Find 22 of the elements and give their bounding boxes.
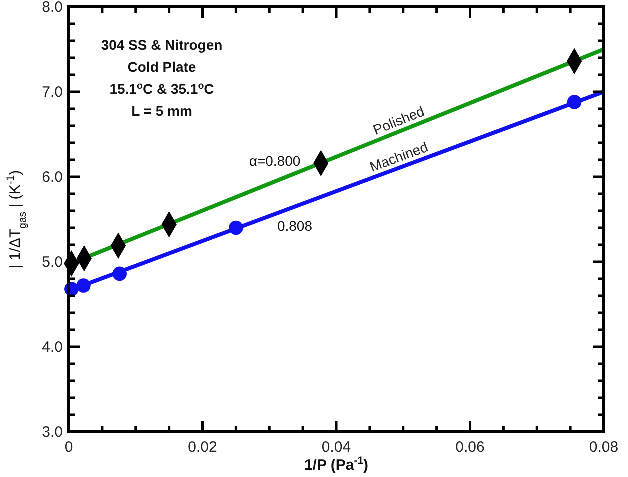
annotation: α=0.800	[249, 153, 301, 169]
point	[112, 266, 127, 282]
y-tick-label: 5.0	[42, 254, 63, 271]
x-tick-label: 0	[64, 439, 74, 456]
x-tick-label: 0.08	[589, 439, 619, 456]
point	[229, 220, 244, 236]
y-tick-label: 7.0	[42, 84, 63, 101]
x-tick-label: 0.04	[322, 439, 352, 456]
point	[567, 95, 582, 110]
x-tick-label: 0.02	[188, 439, 218, 456]
point	[76, 278, 91, 293]
y-tick-label: 3.0	[42, 424, 63, 441]
annotation: 15.1$^{o}$C & 35.1$^{o}$C	[110, 80, 214, 97]
x-axis-title: 1/P (Pa$^{-1}$)	[304, 455, 369, 474]
y-tick-label: 6.0	[42, 169, 63, 186]
x-tick-label: 0.06	[456, 439, 485, 456]
annotation: 0.808	[277, 218, 313, 234]
annotation: Cold Plate	[128, 59, 196, 75]
annotation: 304 SS & Nitrogen	[101, 37, 223, 53]
y-tick-label: 4.0	[42, 339, 63, 356]
annotation: L = 5 mm	[132, 103, 192, 119]
y-tick-label: 8.0	[42, 0, 63, 16]
